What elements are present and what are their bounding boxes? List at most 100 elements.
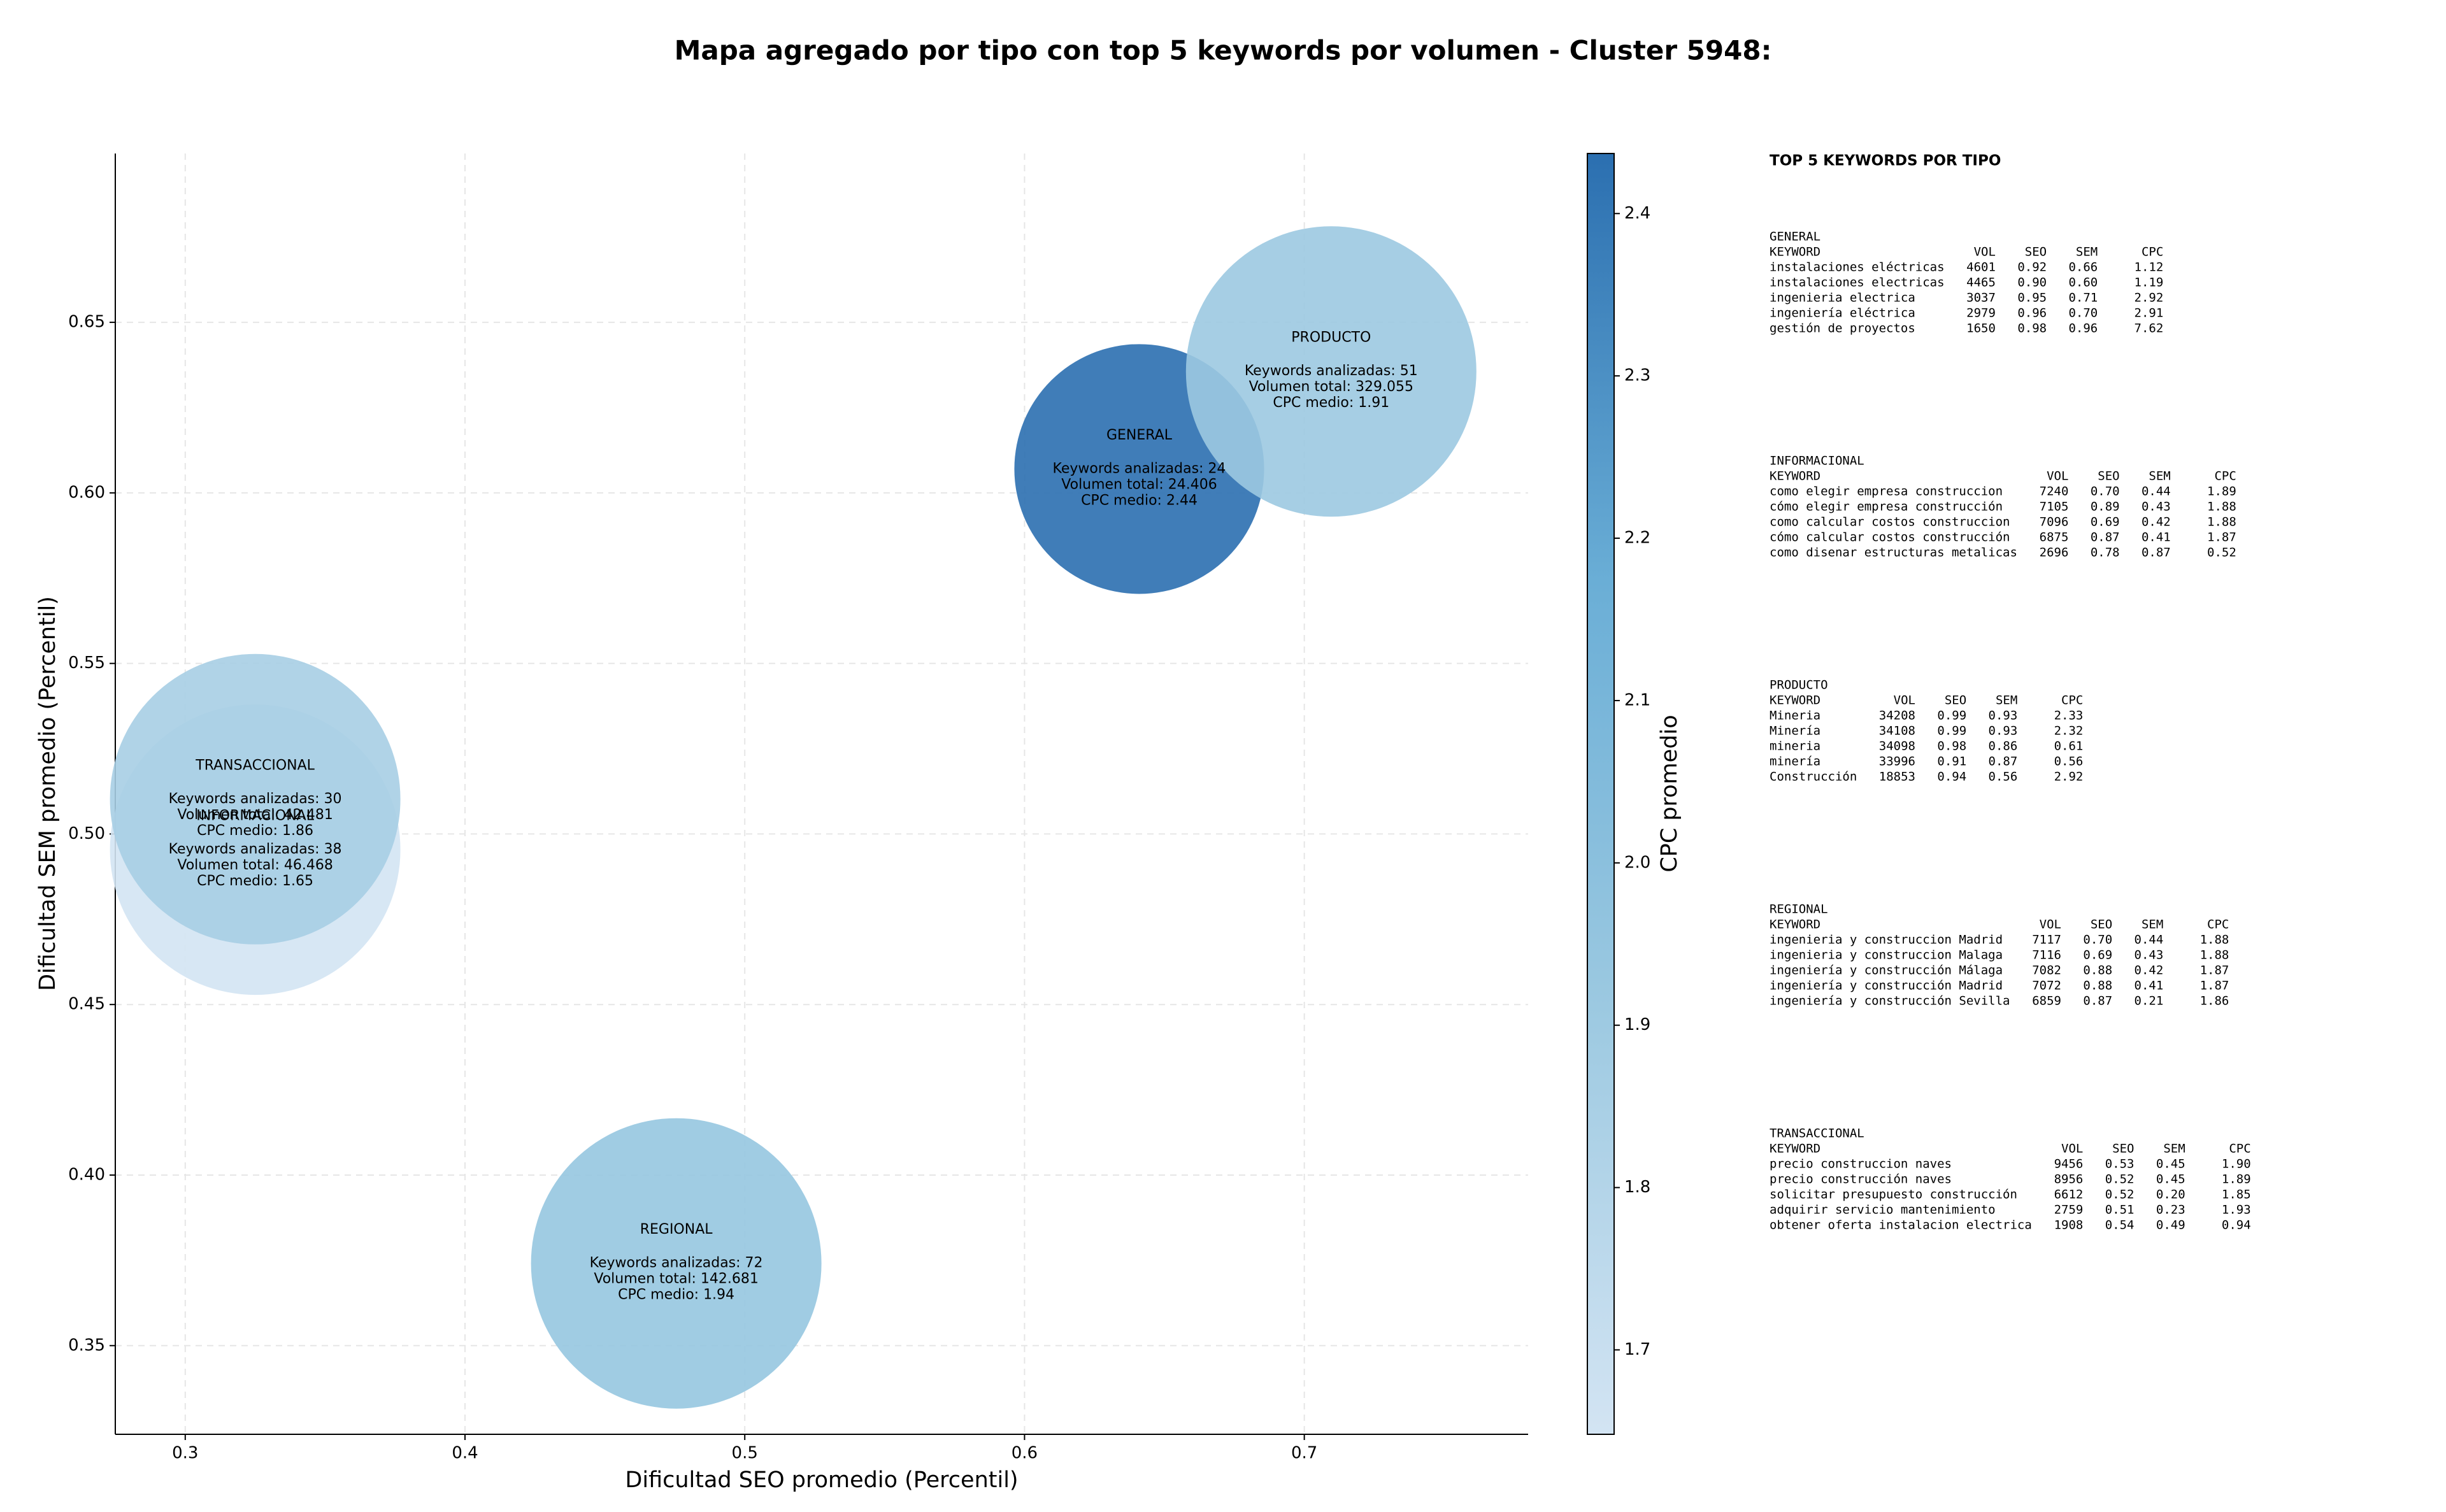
table-cell-number: 0.69 <box>2091 515 2120 529</box>
table-cell-number: 0.42 <box>2135 964 2164 978</box>
table-cell-number: VOL <box>2047 469 2068 483</box>
table-cell-number: 2759 <box>2054 1203 2084 1217</box>
bubble-label: Keywords analizadas: 72 <box>590 1255 763 1271</box>
table-cell-number: 0.60 <box>2068 276 2098 290</box>
table-cell-number: 0.43 <box>2142 500 2171 514</box>
x-tick-label: 0.6 <box>1012 1444 1038 1463</box>
table-cell-number: 0.21 <box>2135 994 2164 1008</box>
group-name: REGIONAL <box>1770 902 1828 916</box>
y-axis-label: Dificultad SEM promedio (Percentil) <box>35 596 61 991</box>
table-cell-number: 1.93 <box>2222 1203 2251 1217</box>
group-name: GENERAL <box>1770 230 1820 244</box>
table-cell-number: 2.91 <box>2135 306 2164 320</box>
bubble-label: CPC medio: 2.44 <box>1081 492 1198 508</box>
table-cell-keyword: obtener oferta instalacion electrica <box>1770 1218 2032 1232</box>
bubble-label: Volumen total: 42.481 <box>177 807 333 823</box>
table-cell-number: 1.88 <box>2207 500 2236 514</box>
bubble-label: Volumen total: 24.406 <box>1061 476 1217 492</box>
table-cell-number: 1.12 <box>2135 260 2164 275</box>
bubble-label: CPC medio: 1.86 <box>197 823 313 839</box>
table-cell-number: 0.52 <box>2105 1173 2135 1187</box>
table-cell-number: 0.44 <box>2135 933 2164 947</box>
table-cell-number: 0.94 <box>1937 770 1966 784</box>
table-cell-number: CPC <box>2142 245 2163 259</box>
table-cell-number: 0.52 <box>2105 1188 2135 1202</box>
table-cell-number: 0.69 <box>2083 948 2112 962</box>
table-cell-number: SEO <box>2025 245 2047 259</box>
bubble-label: Volumen total: 142.681 <box>594 1271 758 1287</box>
table-cell-number: CPC <box>2207 918 2229 932</box>
group-name: PRODUCTO <box>1770 678 1828 692</box>
table-cell-number: VOL <box>2061 1142 2083 1156</box>
table-cell-number: 1650 <box>1966 322 1996 336</box>
table-cell-number: 1.85 <box>2222 1188 2251 1202</box>
bubble-label: Volumen total: 46.468 <box>177 857 333 873</box>
table-cell-number: 34108 <box>1879 724 1915 738</box>
table-cell-keyword: instalaciones eléctricas <box>1770 260 1945 275</box>
bubble-label: Keywords analizadas: 51 <box>1245 363 1418 379</box>
table-cell-keyword: ingeniería eléctrica <box>1770 306 1915 320</box>
table-cell-number: VOL <box>1974 245 1996 259</box>
y-tick-label: 0.65 <box>68 313 105 332</box>
table-cell-number: 2.33 <box>2054 709 2084 723</box>
colorbar-tick-label: 2.2 <box>1624 529 1650 548</box>
bubble <box>531 1118 822 1409</box>
table-cell-number: 0.87 <box>2142 546 2171 560</box>
table-cell-number: 0.88 <box>2083 964 2112 978</box>
table-cell-keyword: KEYWORD <box>1770 918 1820 932</box>
table-cell-number: 2979 <box>1966 306 1996 320</box>
table-cell-number: 0.61 <box>2054 739 2084 753</box>
table-cell-number: 0.87 <box>1989 755 2018 769</box>
table-cell-number: 0.43 <box>2135 948 2164 962</box>
table-cell-number: 8956 <box>2054 1173 2084 1187</box>
bubble-name: REGIONAL <box>640 1222 713 1237</box>
table-cell-keyword: precio construccion naves <box>1770 1157 1952 1171</box>
bubble-label: Keywords analizadas: 24 <box>1053 460 1226 476</box>
colorbar <box>1587 153 1615 1435</box>
bubble-name: TRANSACCIONAL <box>195 757 315 773</box>
table-cell-number: SEO <box>1945 694 1966 708</box>
bubble-label: Volumen total: 329.055 <box>1249 379 1413 395</box>
table-cell-number: 2696 <box>2040 546 2069 560</box>
bubble-label: CPC medio: 1.65 <box>197 873 313 889</box>
table-cell-keyword: gestión de proyectos <box>1770 322 1915 336</box>
table-cell-number: 0.70 <box>2083 933 2112 947</box>
bubble-name: GENERAL <box>1106 427 1173 443</box>
table-cell-number: 0.42 <box>2142 515 2171 529</box>
table-cell-number: 0.70 <box>2091 485 2120 499</box>
table-cell-number: 7072 <box>2032 979 2061 993</box>
colorbar-tick-label: 1.7 <box>1624 1340 1650 1359</box>
y-tick-label: 0.35 <box>68 1336 105 1355</box>
table-cell-number: SEM <box>2142 918 2163 932</box>
table-cell-keyword: KEYWORD <box>1770 694 1820 708</box>
table-cell-number: 7105 <box>2040 500 2069 514</box>
table-cell-number: 0.78 <box>2091 546 2120 560</box>
colorbar-tick-label: 2.3 <box>1624 366 1650 385</box>
table-cell-keyword: mineria <box>1770 739 1820 753</box>
table-cell-number: 0.41 <box>2135 979 2164 993</box>
table-cell-keyword: ingeniería y construcción Madrid <box>1770 979 2003 993</box>
table-cell-number: 6859 <box>2032 994 2061 1008</box>
x-tick-label: 0.5 <box>732 1444 758 1463</box>
table-cell-number: 34098 <box>1879 739 1915 753</box>
group-name: INFORMACIONAL <box>1770 454 1864 468</box>
table-cell-number: 0.86 <box>1989 739 2018 753</box>
table-cell-number: VOL <box>2040 918 2061 932</box>
table-cell-keyword: ingenieria electrica <box>1770 291 1915 305</box>
table-cell-number: 0.87 <box>2091 531 2120 545</box>
table-cell-number: SEM <box>1996 694 2017 708</box>
table-cell-number: 0.44 <box>2142 485 2171 499</box>
colorbar-tick-label: 2.4 <box>1624 204 1650 223</box>
table-cell-number: 1.86 <box>2200 994 2229 1008</box>
table-cell-number: 0.20 <box>2156 1188 2185 1202</box>
colorbar-tick-label: 1.8 <box>1624 1178 1650 1197</box>
table-cell-number: 7116 <box>2032 948 2061 962</box>
table-cell-number: 7117 <box>2032 933 2061 947</box>
x-tick-label: 0.3 <box>172 1444 198 1463</box>
colorbar-label: CPC promedio <box>1657 715 1682 872</box>
table-cell-number: CPC <box>2214 469 2236 483</box>
table-cell-number: 1.87 <box>2200 964 2229 978</box>
table-cell-number: 0.90 <box>2017 276 2047 290</box>
table-cell-keyword: KEYWORD <box>1770 1142 1820 1156</box>
table-cell-number: 0.98 <box>1937 739 1966 753</box>
